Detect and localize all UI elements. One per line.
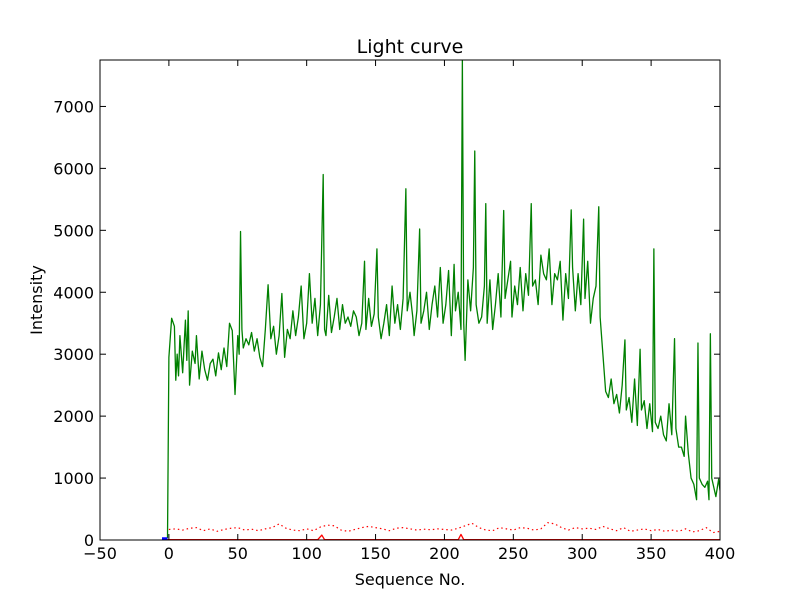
y-tick-label: 3000 [53, 345, 94, 364]
x-tick-label: 350 [636, 544, 667, 563]
x-tick-label: 300 [567, 544, 598, 563]
chart-title: Light curve [357, 36, 464, 58]
series-line-1 [166, 60, 720, 539]
x-tick-label: 250 [498, 544, 529, 563]
x-axis: −50 0 50 100 150 200 250 300 350 400 [83, 60, 735, 563]
x-tick-label: 100 [291, 544, 322, 563]
y-tick-label: 6000 [53, 159, 94, 178]
series-line-2 [168, 522, 720, 534]
x-tick-label: −50 [83, 544, 117, 563]
y-axis-label: Intensity [27, 265, 46, 335]
x-tick-label: 50 [228, 544, 248, 563]
y-tick-label: 4000 [53, 283, 94, 302]
x-axis-label: Sequence No. [355, 570, 466, 589]
y-tick-label: 2000 [53, 407, 94, 426]
x-tick-label: 0 [164, 544, 174, 563]
y-axis: 0 1000 2000 3000 4000 5000 6000 7000 [53, 97, 720, 550]
plot-frame [99, 59, 721, 541]
x-tick-label: 150 [360, 544, 391, 563]
y-tick-label: 5000 [53, 221, 94, 240]
y-tick-label: 7000 [53, 97, 94, 116]
x-tick-label: 200 [429, 544, 460, 563]
plot-area [99, 59, 721, 541]
y-tick-label: 1000 [53, 469, 94, 488]
y-tick-label: 0 [84, 531, 94, 550]
x-tick-label: 400 [705, 544, 736, 563]
